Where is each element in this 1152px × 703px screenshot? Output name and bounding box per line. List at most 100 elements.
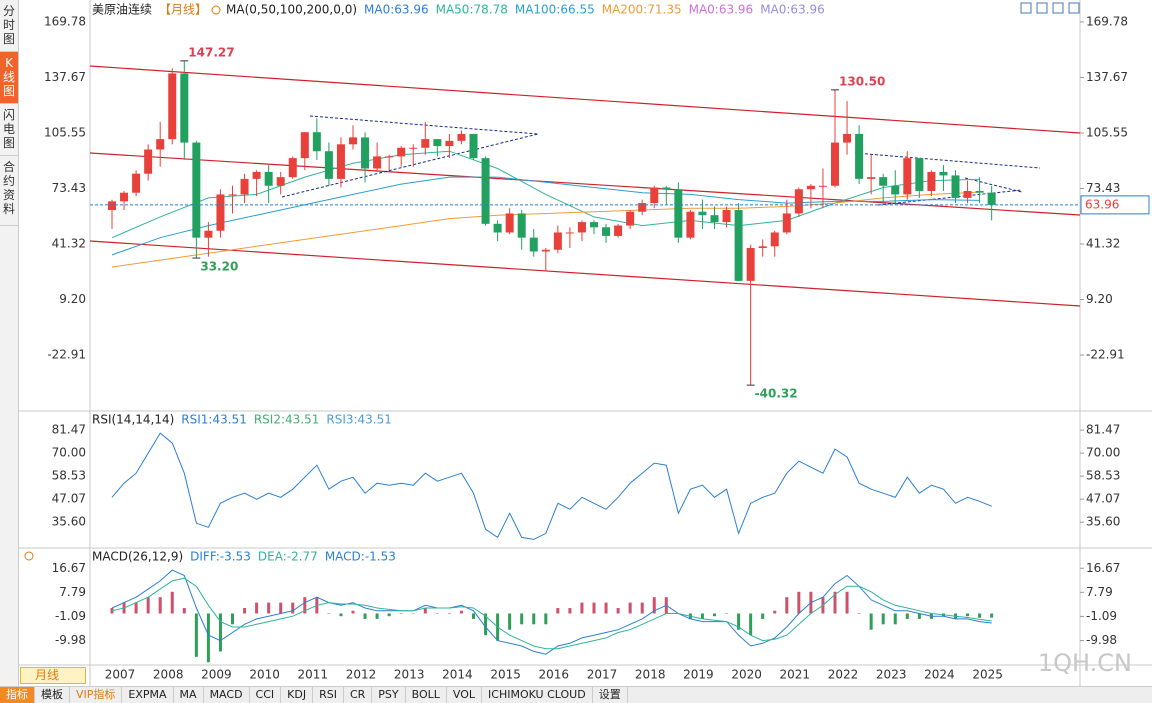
trend-line <box>89 65 1081 134</box>
toolbar-tab[interactable]: MA <box>174 687 204 703</box>
toolbar-tab[interactable]: CCI <box>250 687 282 703</box>
macd-bar <box>966 613 970 617</box>
macd-bar <box>399 613 403 614</box>
candle-body <box>312 132 321 152</box>
toolbar-tab[interactable]: KDJ <box>281 687 314 703</box>
legend-text: DIFF:-3.53 <box>190 550 251 564</box>
sidebar-tab[interactable]: 闪电图 <box>0 104 18 156</box>
macd-bar <box>363 613 367 619</box>
toolbar-tab[interactable]: RSI <box>313 687 344 703</box>
macd-bar <box>893 613 897 625</box>
y-tick-label: 16.67 <box>52 561 86 575</box>
y-tick-label: 73.43 <box>1086 181 1120 195</box>
toolbar-tab[interactable]: BOLL <box>406 687 447 703</box>
candle-body <box>240 178 249 195</box>
macd-bar <box>905 613 909 619</box>
macd-bar <box>387 613 391 617</box>
candle-body <box>831 142 839 186</box>
icon[interactable] <box>1036 2 1048 14</box>
candle-body <box>541 249 550 252</box>
toolbar-tab[interactable]: VOL <box>447 687 483 703</box>
y-tick-label: 35.60 <box>1086 515 1120 529</box>
macd-bar <box>327 613 331 614</box>
candle-body <box>855 133 864 179</box>
legend-text: MA0:63.96 <box>689 3 754 17</box>
candle-body <box>144 149 153 174</box>
candle-body <box>891 185 900 195</box>
icon[interactable] <box>1020 2 1032 14</box>
sidebar-tab[interactable]: K线图 <box>0 52 18 104</box>
y-tick-label: 7.79 <box>59 585 86 599</box>
macd-bar <box>616 608 620 614</box>
icon[interactable] <box>1052 2 1064 14</box>
candle-body <box>216 194 225 231</box>
x-tick-label: 2007 <box>105 668 136 682</box>
macd-bar <box>785 597 789 614</box>
candle-body <box>517 213 526 238</box>
macd-bar <box>857 613 861 614</box>
y-tick-label: 169.78 <box>1086 14 1128 28</box>
icon[interactable] <box>1068 2 1080 14</box>
macd-bar <box>556 608 560 614</box>
candle-body <box>493 223 502 233</box>
toolbar-tab[interactable]: 设置 <box>593 687 628 703</box>
macd-bar <box>604 602 608 614</box>
macd-bar <box>725 613 729 614</box>
candle-body <box>602 227 611 236</box>
candle-body <box>252 171 261 179</box>
x-tick-label: 2018 <box>635 668 666 682</box>
candle-body <box>385 156 394 158</box>
extreme-label: 33.20 <box>200 260 238 274</box>
macd-bar <box>713 613 716 617</box>
y-tick-label: 169.78 <box>44 14 86 28</box>
indicator-label: MA(0,50,100,200,0,0) <box>226 3 357 17</box>
watermark: 1QH.CN <box>1038 649 1132 677</box>
toolbar-tab[interactable]: EXPMA <box>122 687 174 703</box>
candle-body <box>421 139 430 148</box>
sidebar-tab[interactable]: 分时图 <box>0 0 18 52</box>
last-price-label: 63.96 <box>1085 197 1119 211</box>
candle-body <box>505 213 514 233</box>
toolbar-tab[interactable]: MACD <box>204 687 250 703</box>
candle-body <box>963 190 972 198</box>
candle-body <box>794 189 803 214</box>
toolbar-tab[interactable]: 指标 <box>0 687 35 703</box>
candle-body <box>818 185 827 187</box>
candle-body <box>264 171 273 186</box>
macd-bar <box>182 608 186 614</box>
x-tick-label: 2015 <box>490 668 521 682</box>
macd-bar <box>978 613 982 618</box>
macd-bar <box>435 613 439 614</box>
macd-bar <box>737 613 741 630</box>
bottom-toolbar: 指标 模板 VIP指标 EXPMA MA MACD CCI KDJ RSI CR PSY BOLL VO… <box>0 686 1152 703</box>
ma-line <box>111 191 980 268</box>
icon[interactable] <box>24 551 34 561</box>
toolbar-tab[interactable]: PSY <box>372 687 406 703</box>
macd-bar <box>797 591 801 614</box>
candle-body <box>553 232 562 250</box>
toolbar-tab[interactable]: 模板 <box>35 687 70 703</box>
period-button[interactable]: 月线 <box>20 667 86 684</box>
macd-bar <box>472 613 475 619</box>
y-tick-label: 41.32 <box>52 237 86 251</box>
candle-body <box>674 189 683 238</box>
x-tick-label: 2016 <box>539 668 570 682</box>
candle-body <box>577 222 586 233</box>
macd-bar <box>869 613 873 630</box>
candle-body <box>276 177 285 186</box>
toolbar-tab[interactable]: VIP指标 <box>70 687 123 703</box>
y-tick-label: 105.55 <box>44 125 86 139</box>
candle-body <box>734 209 743 281</box>
legend-text: MA100:66.55 <box>515 3 595 17</box>
sidebar-tab[interactable]: 合约资料 <box>0 156 18 226</box>
candle-body <box>288 158 297 178</box>
candle-body <box>349 137 357 145</box>
toolbar-tab[interactable]: CR <box>344 687 373 703</box>
indicator-line <box>111 432 992 540</box>
macd-bar <box>351 610 355 614</box>
toolbar-tab[interactable]: ICHIMOKU CLOUD <box>482 687 593 703</box>
zoom-icon[interactable] <box>24 551 34 561</box>
candle-body <box>373 156 382 169</box>
macd-bar <box>459 610 463 614</box>
macd-bar <box>291 602 295 614</box>
